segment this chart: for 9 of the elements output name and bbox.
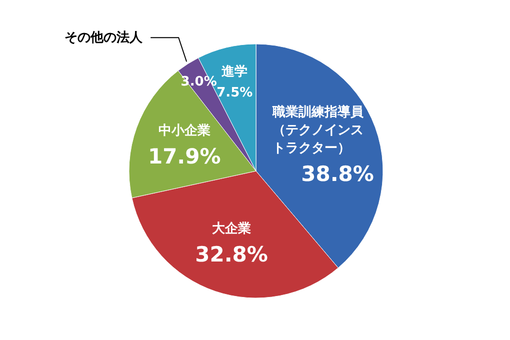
data-label: 32.8% bbox=[195, 242, 268, 267]
data-label: 17.9% bbox=[148, 144, 221, 168]
slice-label: 大企業 bbox=[212, 222, 252, 237]
slice-label: 進学 bbox=[220, 64, 248, 80]
slice-label: 中小企業 bbox=[158, 123, 210, 138]
slice-label: 職業訓練指導員（テクノインストラクター） bbox=[272, 104, 365, 156]
data-label: 7.5% bbox=[216, 86, 253, 101]
slice-label: その他の法人 bbox=[64, 30, 144, 46]
data-label: 38.8% bbox=[301, 162, 374, 186]
